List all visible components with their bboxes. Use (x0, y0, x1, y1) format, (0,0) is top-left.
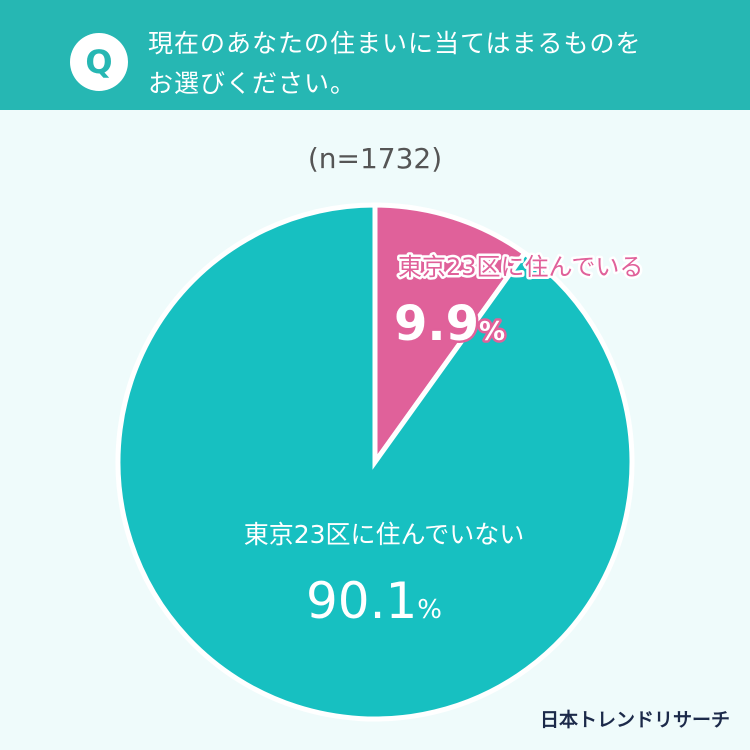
slice-label-name-0: 東京23区に住んでいる (398, 253, 643, 281)
brand-logo: 日本トレンドリサーチ (539, 709, 730, 731)
sample-size: (n=1732) (307, 142, 443, 175)
pie-slice-1 (115, 202, 635, 722)
question-line-2: お選びください。 (148, 69, 357, 98)
question-header: Q 現在のあなたの住まいに当てはまるものを お選びください。 (0, 0, 750, 110)
slice-label-name-1: 東京23区に住んでいない (244, 520, 525, 549)
question-text: 現在のあなたの住まいに当てはまるものを お選びください。 (148, 24, 728, 104)
question-badge: Q (70, 33, 128, 91)
pie-slice-0 (372, 202, 529, 470)
slice-label-value-0: 9.9% (394, 296, 505, 352)
question-line-1: 現在のあなたの住まいに当てはまるものを (148, 29, 642, 58)
slice-label-value-1: 90.1% (306, 572, 442, 630)
